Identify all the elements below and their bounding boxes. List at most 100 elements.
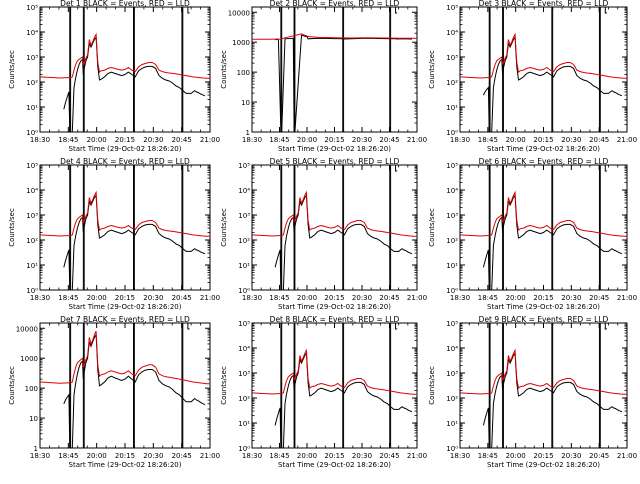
time-marker-bracket xyxy=(395,7,398,14)
x-axis-label: Start Time (29-Oct-02 18:26:20) xyxy=(69,303,182,311)
y-tick-label: 10¹ xyxy=(26,104,38,112)
x-tick-label: 20:45 xyxy=(172,452,192,460)
x-tick-label: 18:45 xyxy=(478,136,498,144)
x-tick-label: 20:00 xyxy=(87,452,107,460)
y-tick-label: 10³ xyxy=(446,54,458,62)
chart-title: Det 6 BLACK = Events, RED = LLD xyxy=(479,157,609,166)
x-tick-label: 18:30 xyxy=(30,136,50,144)
y-tick-label: 10⁰ xyxy=(26,129,38,137)
x-tick-label: 21:00 xyxy=(617,136,637,144)
x-tick-label: 20:00 xyxy=(297,294,317,302)
x-tick-label: 21:00 xyxy=(407,136,427,144)
x-tick-label: 20:45 xyxy=(379,136,399,144)
time-marker-bracket xyxy=(187,165,190,172)
x-tick-label: 20:30 xyxy=(561,294,581,302)
chart-panel-7: 1 10 100 1000 10000 18:30 18:45 20:00 20:15 20:30… xyxy=(8,315,220,469)
series-events-line xyxy=(275,34,413,132)
y-tick-label: 10² xyxy=(238,237,250,245)
series-lld-line xyxy=(252,33,417,40)
x-tick-label: 20:45 xyxy=(379,294,399,302)
time-marker-bracket xyxy=(604,165,607,172)
x-tick-label: 20:15 xyxy=(324,136,344,144)
x-tick-label: 20:45 xyxy=(172,294,192,302)
chart-title: Det 7 BLACK = Events, RED = LLD xyxy=(60,315,190,324)
x-tick-label: 18:45 xyxy=(269,136,289,144)
series-lld-line xyxy=(40,190,210,237)
y-tick-label: 10⁵ xyxy=(26,162,38,170)
x-tick-label: 21:00 xyxy=(200,136,220,144)
series-lld-line xyxy=(252,190,417,237)
chart-panel-3: 10⁰ 10¹ 10² 10³ 10⁴ 10⁵ 18:30 18:45 20:00 20:15 20… xyxy=(428,0,637,153)
y-axis-label: Counts/sec xyxy=(220,50,228,89)
y-tick-label: 10⁰ xyxy=(446,445,458,453)
x-axis-label: Start Time (29-Oct-02 18:26:20) xyxy=(278,461,391,469)
series-events-line xyxy=(274,352,413,448)
series-events-line xyxy=(63,194,206,290)
x-tick-label: 20:30 xyxy=(352,452,372,460)
series-events-line xyxy=(482,36,623,132)
x-tick-label: 20:30 xyxy=(143,294,163,302)
x-tick-label: 20:15 xyxy=(115,294,135,302)
chart-panel-5: 10⁰ 10¹ 10² 10³ 10⁴ 10⁵ 18:30 18:45 20:00 20:15 20… xyxy=(220,157,427,311)
x-tick-label: 18:45 xyxy=(269,294,289,302)
y-tick-label: 10³ xyxy=(446,212,458,220)
y-axis-label: Counts/sec xyxy=(428,50,436,89)
x-axis-label: Start Time (29-Oct-02 18:26:20) xyxy=(278,145,391,153)
x-tick-label: 18:30 xyxy=(242,136,262,144)
y-tick-label: 1 xyxy=(34,445,38,453)
series-events-line xyxy=(63,36,206,132)
x-tick-label: 18:30 xyxy=(30,452,50,460)
y-tick-label: 10² xyxy=(446,79,458,87)
y-tick-label: 10⁴ xyxy=(238,345,250,353)
x-tick-label: 21:00 xyxy=(407,452,427,460)
y-tick-label: 10² xyxy=(26,237,38,245)
y-tick-label: 10⁵ xyxy=(446,4,458,12)
y-tick-label: 10¹ xyxy=(446,104,458,112)
y-tick-label: 10³ xyxy=(26,212,38,220)
y-tick-label: 10² xyxy=(446,395,458,403)
chart-title: Det 4 BLACK = Events, RED = LLD xyxy=(60,157,190,166)
y-axis-label: Counts/sec xyxy=(8,50,16,89)
plot-frame xyxy=(251,6,418,133)
x-tick-label: 20:15 xyxy=(533,452,553,460)
y-tick-label: 10⁴ xyxy=(26,29,38,37)
y-tick-label: 10¹ xyxy=(238,262,250,270)
series-events-line xyxy=(482,194,623,290)
series-events-line xyxy=(482,352,623,448)
x-tick-label: 18:30 xyxy=(242,294,262,302)
chart-panel-4: 10⁰ 10¹ 10² 10³ 10⁴ 10⁵ 18:30 18:45 20:00 20:15 20… xyxy=(8,157,220,311)
y-tick-label: 10¹ xyxy=(238,420,250,428)
chart-panel-1: 10⁰ 10¹ 10² 10³ 10⁴ 10⁵ 18:30 18:45 20:00 20:15 20… xyxy=(8,0,220,153)
x-tick-label: 20:15 xyxy=(324,452,344,460)
x-tick-label: 20:00 xyxy=(506,136,526,144)
y-tick-label: 10⁴ xyxy=(26,187,38,195)
chart-title: Det 9 BLACK = Events, RED = LLD xyxy=(479,315,609,324)
plot-frame xyxy=(39,322,211,449)
series-lld-line xyxy=(460,190,627,237)
chart-title: Det 3 BLACK = Events, RED = LLD xyxy=(479,0,609,8)
y-axis-label: Counts/sec xyxy=(428,366,436,405)
y-axis-label: Counts/sec xyxy=(428,208,436,247)
time-marker-bracket xyxy=(395,165,398,172)
y-axis-label: Counts/sec xyxy=(220,208,228,247)
x-tick-label: 20:45 xyxy=(589,452,609,460)
y-tick-label: 10¹ xyxy=(446,420,458,428)
x-tick-label: 20:45 xyxy=(172,136,192,144)
x-axis-label: Start Time (29-Oct-02 18:26:20) xyxy=(278,303,391,311)
x-tick-label: 18:30 xyxy=(242,452,262,460)
y-tick-label: 10⁵ xyxy=(446,320,458,328)
y-tick-label: 10⁰ xyxy=(446,129,458,137)
y-tick-label: 10¹ xyxy=(26,262,38,270)
y-tick-label: 1000 xyxy=(20,355,38,363)
y-tick-label: 1000 xyxy=(232,39,250,47)
time-marker-bracket xyxy=(187,323,190,330)
x-tick-label: 20:30 xyxy=(561,136,581,144)
x-tick-label: 20:15 xyxy=(533,294,553,302)
y-tick-label: 10⁰ xyxy=(446,287,458,295)
x-tick-label: 20:30 xyxy=(352,136,372,144)
x-tick-label: 20:45 xyxy=(589,136,609,144)
x-tick-label: 18:45 xyxy=(269,452,289,460)
x-tick-label: 21:00 xyxy=(200,294,220,302)
y-tick-label: 10⁵ xyxy=(26,4,38,12)
